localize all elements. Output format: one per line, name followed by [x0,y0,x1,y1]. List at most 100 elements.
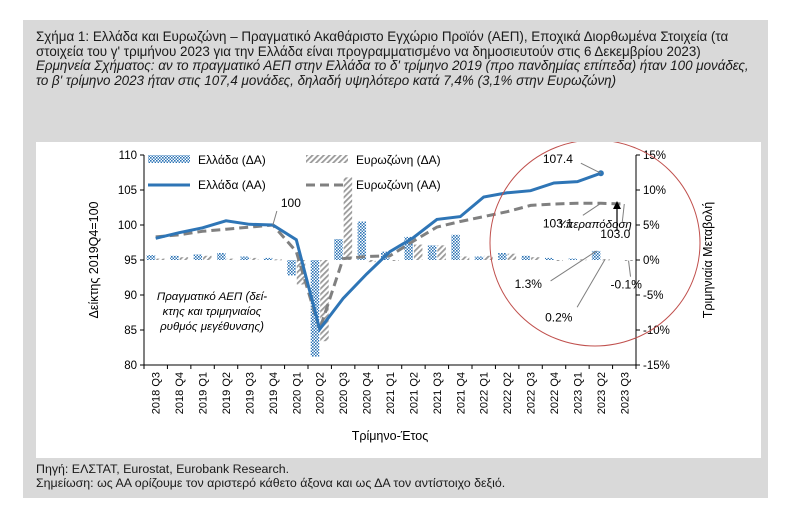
source-note: Πηγή: ΕΛΣΤΑΤ, Eurostat, Eurobank Researc… [36,462,290,476]
x-tick-label: 2020 Q4 [362,372,374,414]
bar-greece-qoq [357,221,367,260]
bar-eurozone-qoq [179,257,189,260]
annotation-eurozone-1030: 103.0 [600,227,630,241]
x-axis-title: Τρίμηνο-Έτος [352,429,429,443]
callout-leader [628,260,632,277]
right-tick-label: 0% [643,255,660,267]
bar-greece-qoq [334,239,343,260]
chart-area: 80 85 90 95 100 105 110 -15% -10% -5% 0% 5% 10% 15% 20… [36,139,761,458]
x-tick-label: 2022 Q1 [479,372,491,414]
figure-footer: Πηγή: ΕΛΣΤΑΤ, Eurostat, Eurobank Researc… [36,462,761,490]
bar-greece-qoq [263,257,273,260]
figure-explanation: Ερμηνεία Σχήματος: αν το πραγματικό ΑΕΠ … [36,58,749,88]
bar-greece-qoq [427,245,437,260]
bar-eurozone-qoq [437,245,446,260]
bar-eurozone-qoq [156,258,165,260]
x-tick-label: 2020 Q1 [291,372,303,414]
x-tick-label: 2019 Q1 [198,372,210,414]
bar-eurozone-qoq [413,244,423,260]
x-tick-label: 2021 Q4 [455,372,467,414]
bar-eurozone-qoq [390,260,399,261]
callout-leader [272,210,278,226]
left-tick-label: 105 [118,185,137,197]
outperformance-arrowhead [613,201,621,209]
right-tick-label: 5% [643,220,660,232]
x-tick-label: 2023 Q1 [572,372,584,414]
bar-eurozone-qoq [460,256,470,260]
bar-eurozone-qoq [203,255,212,260]
bar-greece-qoq [498,253,507,260]
right-tick-label: -10% [643,325,670,337]
bar-eurozone-qoq [273,259,282,261]
inset-note: Πραγματικό ΑΕΠ (δεί-κτης και τριμηνιαίος… [157,291,267,333]
annotation-greece-100: 100 [281,196,301,210]
figure-header: Σχήμα 1: Ελλάδα και Ευρωζώνη – Πραγματικ… [36,29,761,88]
line-greece-index [155,171,602,333]
x-tick-label: 2019 Q2 [221,372,233,414]
bar-eurozone-qoq [343,177,353,260]
bar-eurozone-qoq [226,258,235,260]
legend-label: Ευρωζώνη (ΑΑ) [356,178,441,192]
annotation-eurozone-neg01: -0.1% [611,278,643,292]
x-tick-label: 2023 Q3 [619,372,631,414]
x-tick-label: 2021 Q1 [385,372,397,414]
annotation-outperformance: Υπεραπόδοση [558,219,632,231]
callout-leader [582,202,602,216]
left-tick-label: 80 [124,360,137,372]
right-tick-label: -5% [643,290,663,302]
bar-eurozone-qoq [320,260,329,342]
bar-eurozone-qoq [507,253,517,260]
bar-greece-qoq [146,255,156,260]
bar-greece-qoq [521,255,531,260]
right-tick-label: -15% [643,360,670,372]
x-tick-label: 2019 Q3 [244,372,256,414]
x-tick-label: 2022 Q3 [526,372,538,414]
x-tick-label: 2022 Q2 [502,372,514,414]
legend-swatch [306,155,348,163]
bar-greece-qoq [287,260,296,276]
axis-note: Σημείωση: ως ΑΑ ορίζουμε τον αριστερό κά… [36,476,506,490]
x-tick-label: 2018 Q3 [151,372,163,414]
outperformance-ellipse [489,139,701,347]
bar-greece-qoq [170,255,179,260]
bar-eurozone-qoq [624,260,634,261]
bar-greece-qoq [217,253,226,260]
left-tick-label: 95 [124,255,137,267]
callout-leader [550,250,597,282]
callout-leader [576,259,606,308]
left-tick-label: 85 [124,325,137,337]
left-tick-label: 110 [119,150,137,162]
legend-label: Ευρωζώνη (ΔΑ) [356,153,441,167]
gdp-chart: 80 85 90 95 100 105 110 -15% -10% -5% 0% 5% 10% 15% 20… [87,139,715,443]
bar-eurozone-qoq [484,255,493,260]
x-tick-label: 2022 Q4 [549,372,561,414]
annotation-eurozone-1031: 103.1 [543,216,573,230]
callout-leader [621,203,625,223]
right-tick-label: 15% [643,150,666,162]
right-axis-title: Τριμηνιαία Μεταβολή [701,202,715,319]
right-tick-label: 10% [643,185,666,197]
bar-eurozone-qoq [554,260,563,261]
x-tick-label: 2018 Q4 [174,372,186,414]
bar-greece-qoq [545,257,554,260]
bar-greece-qoq [568,258,577,260]
annotation-greece-107: 107.4 [543,152,573,166]
figure-caption: Σχήμα 1: Ελλάδα και Ευρωζώνη – Πραγματικ… [36,29,729,59]
bar-greece-qoq [474,256,484,260]
bar-greece-qoq [404,236,413,260]
bar-greece-qoq [451,234,460,260]
callout-leader [580,162,602,174]
bar-eurozone-qoq [249,257,259,260]
annotation-eurozone-02: 0.2% [545,310,573,324]
x-tick-label: 2021 Q3 [432,372,444,414]
x-tick-label: 2021 Q2 [408,372,420,414]
bar-eurozone-qoq [531,257,540,260]
x-tick-label: 2020 Q3 [338,372,350,414]
bar-eurozone-qoq [367,260,376,263]
left-axis-title: Δείκτης 2019Q4=100 [87,201,101,318]
bar-eurozone-qoq [601,259,610,261]
bar-greece-qoq [240,256,249,260]
annotation-greece-13: 1.3% [515,277,543,291]
left-tick-label: 100 [118,220,137,232]
x-tick-label: 2020 Q2 [315,372,327,414]
